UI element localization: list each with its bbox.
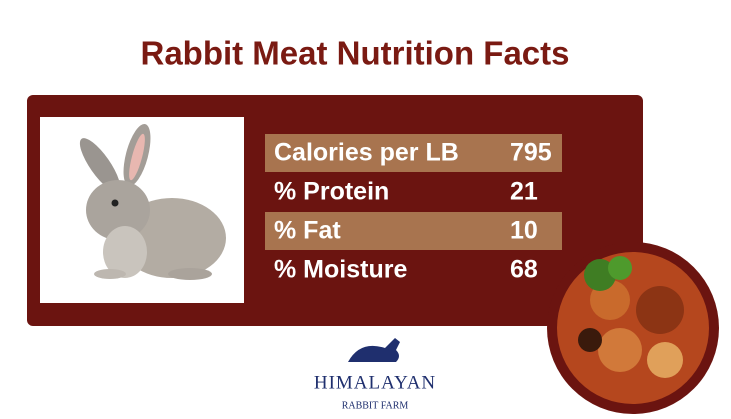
row-value: 10 [510, 217, 538, 245]
logo: HIMALAYAN RABBIT FARM [314, 338, 436, 411]
row-label: Calories per LB [274, 139, 459, 167]
row-band [265, 212, 562, 250]
row-label: % Protein [274, 178, 389, 206]
row-value: 21 [510, 178, 538, 206]
title: Rabbit Meat Nutrition Facts [140, 35, 569, 72]
logo-name: HIMALAYAN [314, 372, 436, 393]
food-photo [547, 242, 719, 414]
logo-subtitle: RABBIT FARM [342, 400, 409, 411]
row-label: % Fat [274, 217, 341, 245]
row-label: % Moisture [274, 256, 407, 284]
row-value: 795 [510, 139, 552, 167]
row-value: 68 [510, 256, 538, 284]
rabbit-illustration [79, 123, 226, 280]
row-band [265, 134, 562, 172]
